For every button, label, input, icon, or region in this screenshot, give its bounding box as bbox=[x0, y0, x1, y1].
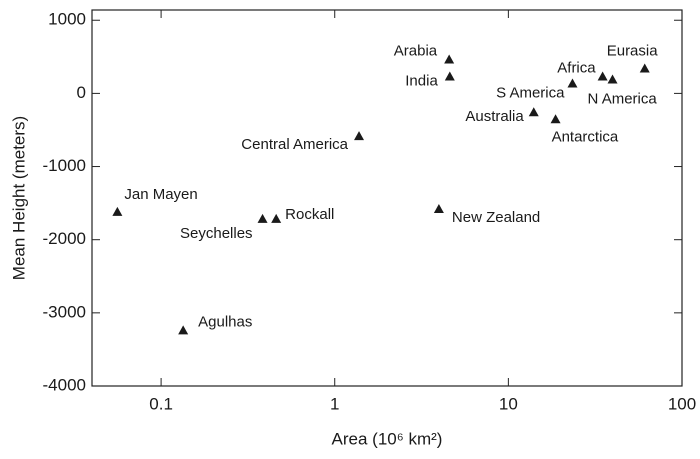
x-axis-title: Area (10⁶ km²) bbox=[332, 429, 443, 448]
point-label: Arabia bbox=[394, 42, 438, 59]
y-tick-label: -3000 bbox=[43, 302, 86, 321]
x-tick-label: 10 bbox=[499, 394, 518, 413]
marker bbox=[271, 213, 282, 223]
plot-frame bbox=[91, 9, 683, 387]
marker bbox=[639, 63, 650, 73]
x-tick-label: 0.1 bbox=[149, 394, 173, 413]
point-label: N America bbox=[588, 90, 658, 107]
marker bbox=[550, 114, 561, 124]
marker bbox=[178, 325, 189, 335]
y-tick-label: 1000 bbox=[48, 10, 86, 29]
marker bbox=[112, 206, 123, 216]
point-label: Australia bbox=[465, 108, 524, 125]
point-label: Africa bbox=[557, 59, 596, 76]
marker bbox=[433, 203, 444, 213]
marker bbox=[257, 213, 268, 223]
marker bbox=[567, 78, 578, 88]
y-tick-label: -1000 bbox=[43, 156, 86, 175]
point-label: Antarctica bbox=[552, 128, 619, 145]
y-tick-label: 0 bbox=[77, 83, 86, 102]
point-label: India bbox=[405, 72, 438, 89]
marker bbox=[444, 54, 455, 64]
point-label: Rockall bbox=[285, 206, 334, 223]
marker bbox=[444, 71, 455, 81]
y-tick-label: -4000 bbox=[43, 375, 86, 394]
point-label: New Zealand bbox=[452, 209, 540, 226]
marker bbox=[607, 74, 618, 84]
y-axis-title: Mean Height (meters) bbox=[9, 116, 28, 280]
marker bbox=[597, 71, 608, 81]
point-label: Jan Mayen bbox=[124, 186, 197, 203]
point-label: S America bbox=[496, 84, 565, 101]
y-tick-label: -2000 bbox=[43, 229, 86, 248]
point-label: Central America bbox=[241, 136, 348, 153]
point-label: Eurasia bbox=[607, 42, 659, 59]
x-tick-label: 100 bbox=[668, 394, 696, 413]
point-label: Seychelles bbox=[180, 225, 253, 242]
marker bbox=[528, 107, 539, 117]
x-tick-label: 1 bbox=[330, 394, 339, 413]
marker bbox=[354, 131, 365, 141]
point-label: Agulhas bbox=[198, 313, 252, 330]
